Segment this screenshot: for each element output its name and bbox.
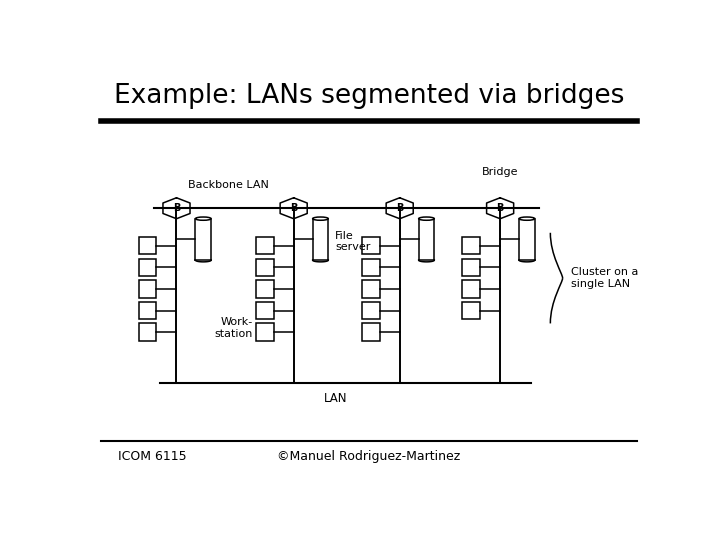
Text: ©Manuel Rodriguez-Martinez: ©Manuel Rodriguez-Martinez bbox=[277, 450, 461, 463]
Bar bbox=[256, 280, 274, 298]
Ellipse shape bbox=[312, 217, 328, 220]
Bar bbox=[138, 323, 156, 341]
Text: Work-
station: Work- station bbox=[215, 317, 253, 339]
Text: Example: LANs segmented via bridges: Example: LANs segmented via bridges bbox=[114, 83, 624, 109]
Text: File
server: File server bbox=[335, 231, 370, 252]
Bar bbox=[256, 259, 274, 276]
Bar bbox=[256, 237, 274, 254]
Bar bbox=[138, 280, 156, 298]
Bar bbox=[361, 280, 379, 298]
Ellipse shape bbox=[418, 217, 434, 220]
Bar bbox=[462, 259, 480, 276]
Bar bbox=[138, 259, 156, 276]
Text: LAN: LAN bbox=[324, 392, 347, 405]
Ellipse shape bbox=[519, 217, 535, 220]
Bar bbox=[361, 302, 379, 319]
Bar bbox=[138, 302, 156, 319]
Bar bbox=[361, 323, 379, 341]
Ellipse shape bbox=[195, 217, 211, 220]
Bar bbox=[462, 302, 480, 319]
Bar bbox=[361, 259, 379, 276]
Bar bbox=[462, 237, 480, 254]
Text: B: B bbox=[290, 203, 297, 213]
Bar bbox=[138, 237, 156, 254]
Text: B: B bbox=[396, 203, 403, 213]
Text: Cluster on a
single LAN: Cluster on a single LAN bbox=[571, 267, 639, 289]
Text: Backbone LAN: Backbone LAN bbox=[188, 180, 269, 191]
Text: B: B bbox=[497, 203, 504, 213]
Bar bbox=[256, 302, 274, 319]
Bar bbox=[361, 237, 379, 254]
Text: ICOM 6115: ICOM 6115 bbox=[118, 450, 186, 463]
Bar bbox=[256, 323, 274, 341]
Bar bbox=[462, 280, 480, 298]
Text: B: B bbox=[173, 203, 180, 213]
Text: Bridge: Bridge bbox=[482, 167, 518, 177]
